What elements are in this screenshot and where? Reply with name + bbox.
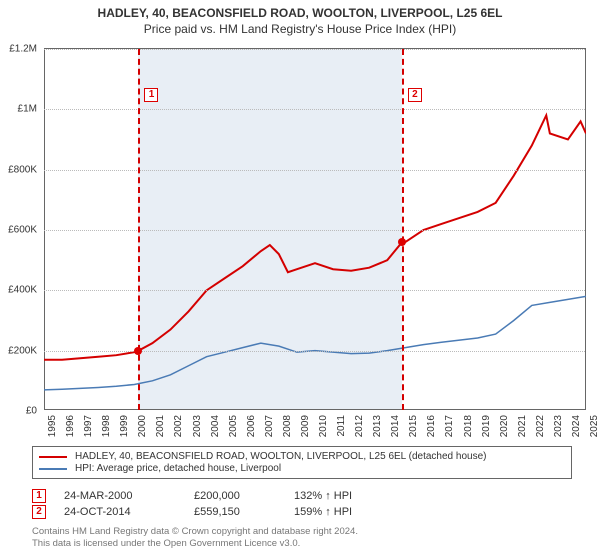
y-gridline [44,230,585,231]
x-tick-label: 2021 [517,415,528,437]
sale-vline [402,49,404,410]
x-tick-label: 2018 [463,415,474,437]
plot-area: £0£200K£400K£600K£800K£1M£1.2M1995199619… [44,49,585,410]
sale-price-1: £200,000 [194,490,294,502]
y-tick-label: £0 [26,406,37,417]
x-tick-label: 2008 [282,415,293,437]
x-tick-label: 2009 [300,415,311,437]
x-tick-label: 2022 [535,415,546,437]
x-tick-label: 2007 [264,415,275,437]
y-gridline [44,170,585,171]
legend-swatch-property [39,456,67,458]
y-gridline [44,49,585,50]
sale-marker-2: 2 [32,505,46,519]
x-tick-label: 2000 [137,415,148,437]
x-tick-label: 2003 [192,415,203,437]
x-tick-label: 1999 [119,415,130,437]
y-gridline [44,109,585,110]
sale-marker-box: 1 [144,88,158,102]
y-gridline [44,351,585,352]
sale-dot [398,238,406,246]
x-tick-label: 2012 [354,415,365,437]
sale-row-1: 1 24-MAR-2000 £200,000 132% ↑ HPI [32,489,394,503]
x-tick-label: 2006 [246,415,257,437]
sale-marker-box: 2 [408,88,422,102]
footer-line2: This data is licensed under the Open Gov… [32,538,358,550]
y-tick-label: £400K [8,285,37,296]
x-tick-label: 2016 [426,415,437,437]
series-property [44,115,586,359]
y-tick-label: £200K [8,345,37,356]
x-tick-label: 2023 [553,415,564,437]
sale-date-1: 24-MAR-2000 [64,490,194,502]
footer-attribution: Contains HM Land Registry data © Crown c… [32,526,358,551]
x-tick-label: 1997 [83,415,94,437]
legend-label-hpi: HPI: Average price, detached house, Live… [75,463,281,474]
x-tick-label: 1998 [101,415,112,437]
y-gridline [44,290,585,291]
x-tick-label: 2019 [481,415,492,437]
x-tick-label: 2013 [372,415,383,437]
y-tick-label: £1.2M [9,44,37,55]
x-tick-label: 2002 [173,415,184,437]
sale-row-2: 2 24-OCT-2014 £559,150 159% ↑ HPI [32,505,394,519]
sale-marker-1: 1 [32,489,46,503]
x-tick-label: 2024 [571,415,582,437]
y-tick-label: £600K [8,225,37,236]
y-tick-label: £800K [8,164,37,175]
legend-swatch-hpi [39,468,67,470]
x-tick-label: 2017 [444,415,455,437]
x-tick-label: 2005 [228,415,239,437]
y-tick-label: £1M [18,104,37,115]
sales-table: 1 24-MAR-2000 £200,000 132% ↑ HPI 2 24-O… [32,487,394,521]
x-tick-label: 2020 [499,415,510,437]
sale-pct-1: 132% ↑ HPI [294,490,394,502]
x-tick-label: 2001 [155,415,166,437]
title-line1: HADLEY, 40, BEACONSFIELD ROAD, WOOLTON, … [0,6,600,20]
x-tick-label: 1996 [65,415,76,437]
series-hpi [44,296,586,390]
x-tick-label: 1995 [47,415,58,437]
x-tick-label: 2011 [336,415,347,437]
sale-price-2: £559,150 [194,506,294,518]
sale-vline [138,49,140,410]
legend-box: HADLEY, 40, BEACONSFIELD ROAD, WOOLTON, … [32,446,572,479]
title-line2: Price paid vs. HM Land Registry's House … [0,22,600,36]
sale-dot [134,347,142,355]
chart-area: £0£200K£400K£600K£800K£1M£1.2M1995199619… [44,48,586,410]
x-tick-label: 2015 [408,415,419,437]
x-tick-label: 2014 [390,415,401,437]
legend-row-property: HADLEY, 40, BEACONSFIELD ROAD, WOOLTON, … [39,451,565,462]
sale-date-2: 24-OCT-2014 [64,506,194,518]
legend-label-property: HADLEY, 40, BEACONSFIELD ROAD, WOOLTON, … [75,451,486,462]
sale-pct-2: 159% ↑ HPI [294,506,394,518]
x-tick-label: 2004 [210,415,221,437]
footer-line1: Contains HM Land Registry data © Crown c… [32,526,358,538]
legend-row-hpi: HPI: Average price, detached house, Live… [39,463,565,474]
x-tick-label: 2010 [318,415,329,437]
chart-title-block: HADLEY, 40, BEACONSFIELD ROAD, WOOLTON, … [0,0,600,38]
x-tick-label: 2025 [589,415,600,437]
